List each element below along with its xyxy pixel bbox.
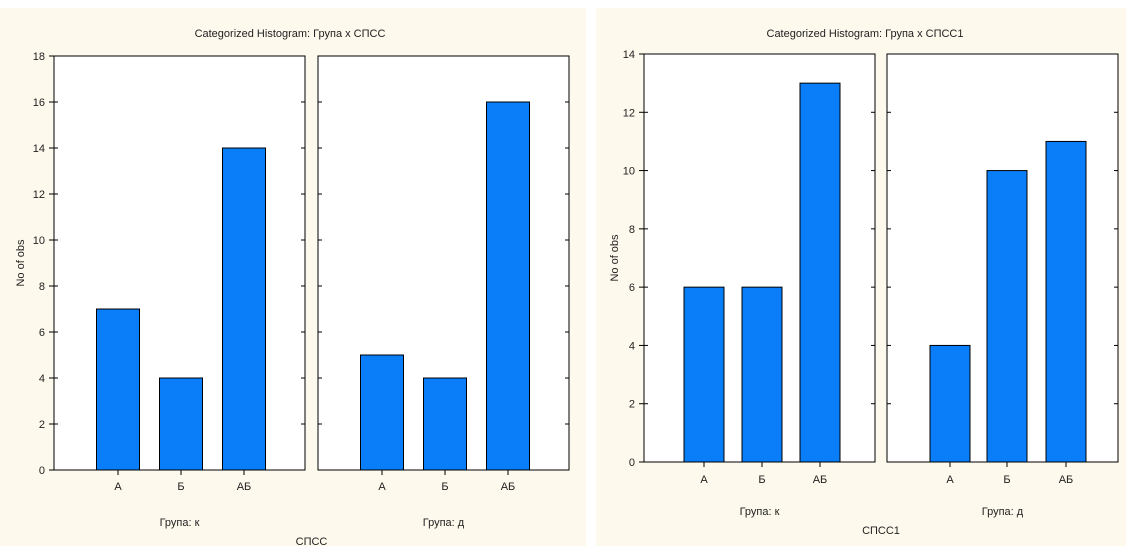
- bar: [1045, 140, 1087, 463]
- chart-spss: Categorized Histogram: Група x СПСС No of…: [0, 8, 586, 546]
- chart-title: Categorized Histogram: Група x СПСС: [195, 28, 386, 40]
- y-tick-label: 0: [629, 457, 635, 469]
- bar: [423, 377, 467, 471]
- bar: [486, 101, 530, 471]
- chart-spss1-svg: Categorized Histogram: Група x СПСС1 No o…: [609, 28, 1119, 537]
- y-tick-label: 2: [39, 419, 45, 431]
- y-tick-label: 10: [623, 166, 635, 178]
- bar: [222, 147, 266, 471]
- x-tick-label: A: [114, 481, 122, 493]
- panel-label: Група: д: [982, 506, 1024, 518]
- chart-spss1: Categorized Histogram: Група x СПСС1 No o…: [596, 8, 1126, 546]
- panel-label: Група: д: [423, 517, 465, 529]
- y-tick-label: 8: [629, 224, 635, 236]
- y-tick-label: 16: [33, 97, 45, 109]
- bar: [683, 286, 725, 463]
- bar: [741, 286, 783, 463]
- chart-title: Categorized Histogram: Група x СПСС1: [767, 28, 964, 40]
- chart-spss-svg: Categorized Histogram: Група x СПСС No of…: [15, 28, 570, 546]
- y-tick-label: 10: [33, 235, 45, 247]
- bar: [799, 82, 841, 463]
- x-tick-label: A: [700, 474, 708, 486]
- y-tick-label: 6: [39, 327, 45, 339]
- y-tick-label: 8: [39, 281, 45, 293]
- y-tick-label: 14: [623, 49, 635, 61]
- x-tick-label: Б: [441, 481, 448, 493]
- y-tick-label: 12: [623, 107, 635, 119]
- y-tick-label: 14: [33, 143, 45, 155]
- y-tick-label: 0: [39, 465, 45, 477]
- x-axis-label: СПСС: [296, 536, 328, 546]
- panel-label: Група: к: [740, 506, 780, 518]
- x-tick-label: AБ: [1059, 474, 1074, 486]
- x-axis-label: СПСС1: [862, 525, 900, 537]
- x-tick-label: AБ: [237, 481, 252, 493]
- bar: [159, 377, 203, 471]
- bar: [96, 308, 140, 471]
- y-tick-label: 4: [629, 340, 635, 352]
- x-tick-label: AБ: [501, 481, 516, 493]
- y-tick-label: 18: [33, 51, 45, 63]
- y-tick-label: 6: [629, 282, 635, 294]
- y-tick-label: 12: [33, 189, 45, 201]
- y-tick-label: 4: [39, 373, 45, 385]
- x-tick-label: Б: [1003, 474, 1010, 486]
- y-axis-label: No of obs: [15, 239, 27, 287]
- bar: [360, 354, 404, 471]
- bar: [986, 170, 1028, 463]
- x-tick-label: Б: [758, 474, 765, 486]
- y-axis-label: No of obs: [609, 234, 621, 282]
- y-tick-label: 2: [629, 399, 635, 411]
- x-tick-label: Б: [177, 481, 184, 493]
- x-tick-label: A: [378, 481, 386, 493]
- x-tick-label: AБ: [813, 474, 828, 486]
- panel-label: Група: к: [160, 517, 200, 529]
- x-tick-label: A: [946, 474, 954, 486]
- bar: [929, 344, 971, 463]
